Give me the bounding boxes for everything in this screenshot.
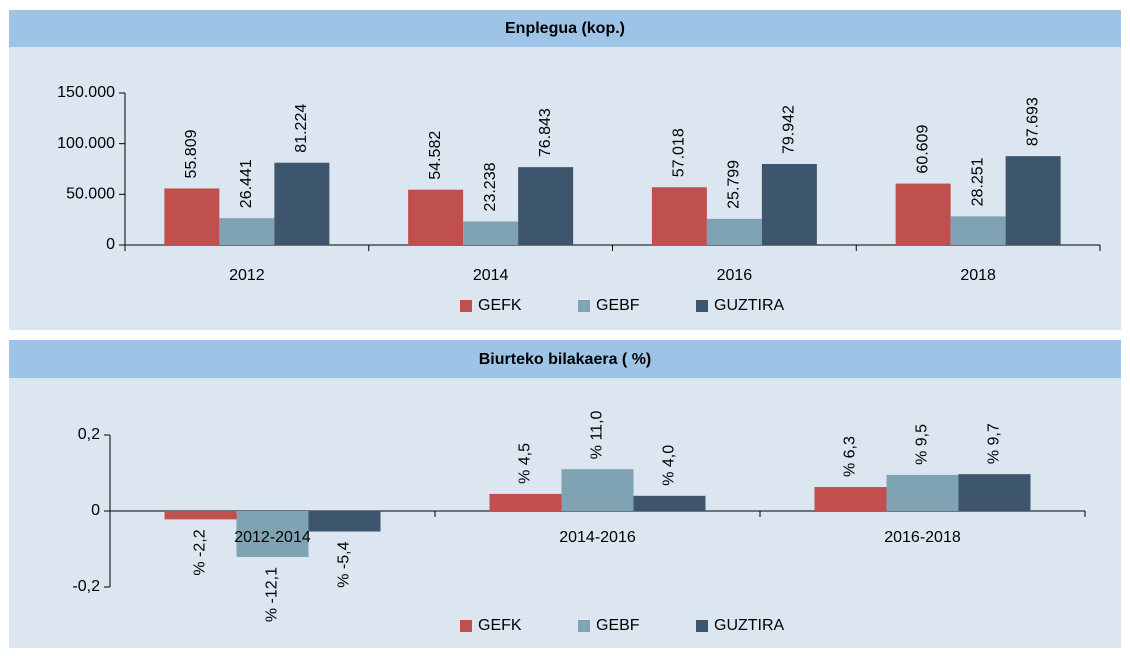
legend-swatch: [460, 620, 472, 632]
y-tick-label: 150.000: [57, 84, 115, 101]
value-label: % -5,4: [336, 541, 353, 587]
bar: [561, 469, 634, 511]
x-tick-label: 2014: [473, 267, 509, 284]
bar: [895, 183, 951, 245]
bar: [1005, 156, 1061, 245]
bar: [164, 511, 237, 520]
legend-swatch: [578, 300, 590, 312]
x-tick-label: 2014-2016: [559, 529, 636, 546]
y-tick-label: 0,2: [78, 426, 100, 443]
value-label: % -12,1: [264, 567, 281, 622]
legend-label: GEBF: [596, 617, 640, 634]
value-label: 28.251: [969, 157, 986, 206]
bar: [633, 495, 706, 511]
value-label: % 9,5: [914, 424, 931, 465]
x-tick-label: 2012: [229, 267, 265, 284]
value-label: % 4,5: [517, 443, 534, 484]
bar: [308, 511, 381, 532]
bar: [814, 487, 887, 511]
x-tick-label: 2012-2014: [234, 529, 311, 546]
y-tick-label: 100.000: [57, 135, 115, 152]
bar: [164, 188, 220, 245]
legend-label: GUZTIRA: [714, 617, 785, 634]
bar: [274, 162, 330, 245]
legend-label: GEFK: [478, 297, 522, 314]
chart-title: Enplegua (kop.): [505, 20, 625, 37]
value-label: 87.693: [1024, 97, 1041, 146]
x-tick-label: 2016-2018: [884, 529, 961, 546]
header-bar: [9, 340, 1121, 378]
value-label: % 4,0: [661, 445, 678, 486]
legend-label: GEFK: [478, 617, 522, 634]
value-label: % 11,0: [589, 410, 606, 459]
legend-swatch: [696, 620, 708, 632]
bar: [706, 218, 762, 245]
value-label: 25.799: [726, 160, 743, 209]
y-tick-label: 0: [91, 502, 100, 519]
value-label: 81.224: [293, 104, 310, 153]
bar: [219, 218, 275, 245]
bar: [761, 163, 817, 245]
value-label: 54.582: [427, 131, 444, 180]
bar: [489, 493, 562, 511]
value-label: 60.609: [914, 125, 931, 174]
legend-swatch: [696, 300, 708, 312]
legend-swatch: [460, 300, 472, 312]
bar: [651, 187, 707, 245]
bar: [518, 167, 574, 245]
bar: [408, 189, 464, 245]
y-tick-label: -0,2: [72, 578, 100, 595]
value-label: % -2,2: [192, 529, 209, 575]
legend-swatch: [578, 620, 590, 632]
legend-label: GUZTIRA: [714, 297, 785, 314]
x-tick-label: 2016: [717, 267, 753, 284]
bar: [950, 216, 1006, 245]
header-bar: [9, 10, 1121, 47]
value-label: 57.018: [671, 128, 688, 177]
value-label: % 6,3: [842, 436, 859, 477]
bar: [958, 474, 1031, 511]
value-label: 55.809: [183, 129, 200, 178]
bar: [886, 474, 959, 511]
value-label: 26.441: [238, 159, 255, 208]
x-tick-label: 2018: [960, 267, 996, 284]
y-tick-label: 0: [106, 236, 115, 253]
value-label: 76.843: [537, 108, 554, 157]
y-tick-label: 50.000: [66, 186, 115, 203]
value-label: % 9,7: [986, 423, 1003, 464]
value-label: 23.238: [482, 162, 499, 211]
bar: [463, 221, 519, 245]
value-label: 79.942: [781, 105, 798, 154]
bar: [236, 511, 309, 557]
legend-label: GEBF: [596, 297, 640, 314]
chart-title: Biurteko bilakaera ( %): [479, 351, 652, 368]
